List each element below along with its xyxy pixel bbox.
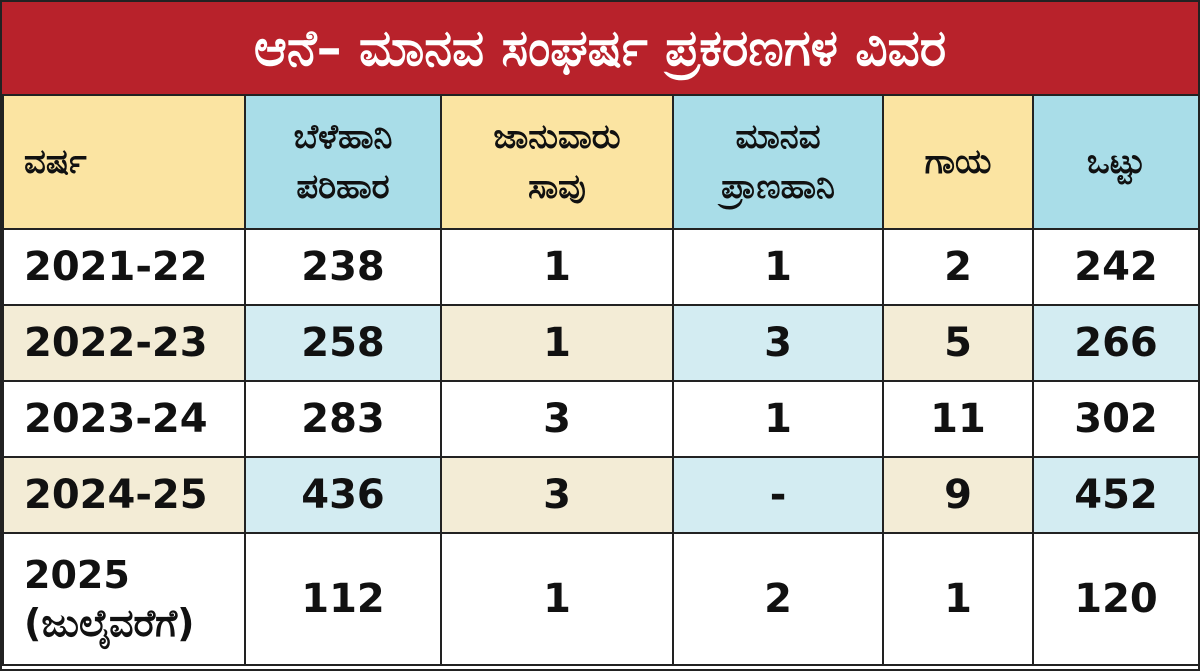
cell-year: 2023-24 [2,380,246,458]
header-crop-damage-line2: ಪರಿಹಾರ [296,167,390,207]
cell-human-death: 2 [672,532,884,666]
cell-crop-damage: 258 [244,304,442,382]
header-row: ವರ್ಷ ಬೆಳೆಹಾನಿ ಪರಿಹಾರ ಜಾನುವಾರು ಸಾವು ಮಾನವ … [2,94,1200,230]
header-human-death: ಮಾನವ ಪ್ರಾಣಹಾನಿ [672,94,884,230]
cell-total: 302 [1032,380,1200,458]
cell-year-line2: (ಜುಲೈವರೆಗೆ) [24,601,195,645]
cell-livestock-death: 1 [440,304,674,382]
cell-year: 2021-22 [2,228,246,306]
cell-human-death: 1 [672,380,884,458]
header-human-line1: ಮಾನವ [735,117,821,157]
data-table: ವರ್ಷ ಬೆಳೆಹಾನಿ ಪರಿಹಾರ ಜಾನುವಾರು ಸಾವು ಮಾನವ … [2,94,1200,666]
header-livestock-line2: ಸಾವು [528,167,586,207]
table-row: 2021-22 238 1 1 2 242 [2,228,1200,306]
header-injury: ಗಾಯ [882,94,1034,230]
cell-total: 452 [1032,456,1200,534]
cell-crop-damage: 436 [244,456,442,534]
cell-human-death: 3 [672,304,884,382]
table-row: 2024-25 436 3 - 9 452 [2,456,1200,534]
cell-injury: 1 [882,532,1034,666]
cell-total: 242 [1032,228,1200,306]
table-title: ಆನೆ– ಮಾನವ ಸಂಘರ್ಷ ಪ್ರಕರಣಗಳ ವಿವರ [2,2,1198,94]
cell-crop-damage: 238 [244,228,442,306]
cell-year: 2024-25 [2,456,246,534]
cell-total: 120 [1032,532,1200,666]
header-year-label: ವರ್ಷ [24,142,87,182]
cell-year: 2022-23 [2,304,246,382]
header-injury-label: ಗಾಯ [924,142,992,182]
table-row: 2023-24 283 3 1 11 302 [2,380,1200,458]
cell-injury: 11 [882,380,1034,458]
cell-injury: 9 [882,456,1034,534]
cell-human-death: - [672,456,884,534]
table-row: 2025 (ಜುಲೈವರೆಗೆ) 112 1 2 1 120 [2,532,1200,666]
cell-injury: 2 [882,228,1034,306]
header-crop-damage-line1: ಬೆಳೆಹಾನಿ [293,117,393,157]
header-livestock-death: ಜಾನುವಾರು ಸಾವು [440,94,674,230]
cell-total: 266 [1032,304,1200,382]
cell-livestock-death: 3 [440,380,674,458]
table-row: 2022-23 258 1 3 5 266 [2,304,1200,382]
cell-livestock-death: 1 [440,228,674,306]
header-crop-damage: ಬೆಳೆಹಾನಿ ಪರಿಹಾರ [244,94,442,230]
header-livestock-line1: ಜಾನುವಾರು [493,117,621,157]
cell-crop-damage: 283 [244,380,442,458]
cell-injury: 5 [882,304,1034,382]
cell-livestock-death: 3 [440,456,674,534]
header-total-label: ಒಟ್ಟು [1086,142,1146,182]
header-human-line2: ಪ್ರಾಣಹಾನಿ [721,167,835,207]
cell-crop-damage: 112 [244,532,442,666]
cell-livestock-death: 1 [440,532,674,666]
header-total: ಒಟ್ಟು [1032,94,1200,230]
cell-year-line1: 2025 [24,553,130,597]
cell-year: 2025 (ಜುಲೈವರೆಗೆ) [2,532,246,666]
cell-human-death: 1 [672,228,884,306]
header-year: ವರ್ಷ [2,94,246,230]
